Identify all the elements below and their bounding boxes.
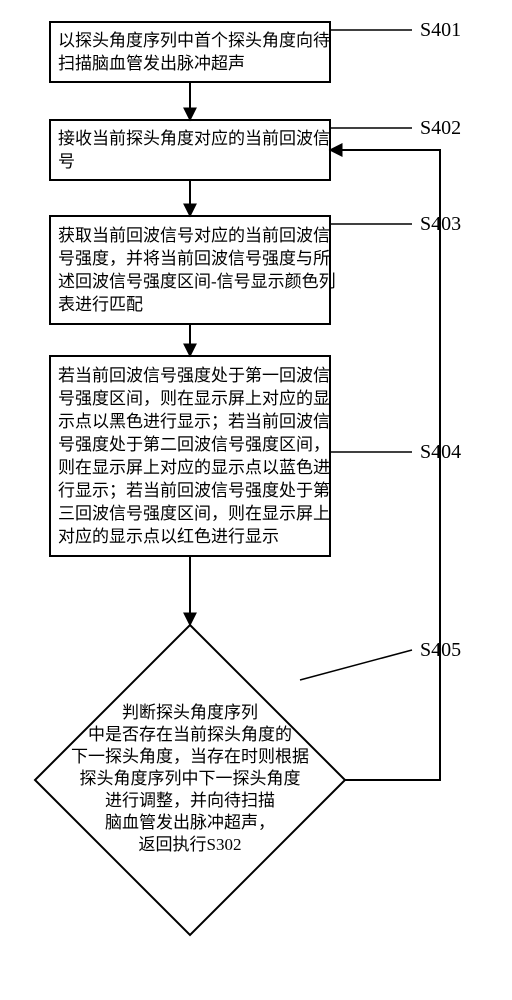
decision-text: 进行调整，并向待扫描: [105, 791, 275, 810]
box-text: 获取当前回波信号对应的当前回波信: [58, 226, 330, 245]
process-box-s404: 若当前回波信号强度处于第一回波信号强度区间，则在显示屏上对应的显示点以黑色进行显…: [50, 356, 461, 556]
process-box-s402: 接收当前探头角度对应的当前回波信号 S402: [50, 117, 461, 180]
decision-text: 判断探头角度序列: [122, 703, 258, 722]
decision-text: 返回执行S302: [139, 835, 242, 854]
box-text: 述回波信号强度区间-信号显示颜色列: [58, 272, 336, 291]
box-text: 三回波信号强度区间，则在显示屏上: [58, 504, 330, 523]
decision-text: 探头角度序列中下一探头角度: [80, 769, 301, 788]
box-text: 示点以黑色进行显示；若当前回波信: [58, 412, 330, 431]
box-text: 号强度，并将当前回波信号强度与所: [58, 249, 330, 268]
decision-text: 下一探头角度，当存在时则根据: [71, 747, 309, 766]
step-label: S401: [420, 19, 461, 41]
box-text: 行显示；若当前回波信号强度处于第: [58, 481, 330, 500]
step-label: S402: [420, 117, 461, 139]
process-box-s403: 获取当前回波信号对应的当前回波信号强度，并将当前回波信号强度与所述回波信号强度区…: [50, 213, 461, 324]
box-text: 号强度区间，则在显示屏上对应的显: [58, 389, 330, 408]
box-text: 号: [58, 152, 75, 171]
process-box-s401: 以探头角度序列中首个探头角度向待扫描脑血管发出脉冲超声 S401: [50, 19, 461, 82]
box-text: 则在显示屏上对应的显示点以蓝色进: [58, 458, 330, 477]
box-text: 对应的显示点以红色进行显示: [58, 527, 279, 546]
box-text: 以探头角度序列中首个探头角度向待: [58, 31, 330, 50]
box-text: 扫描脑血管发出脉冲超声: [58, 54, 245, 73]
decision-text: 脑血管发出脉冲超声，: [105, 813, 275, 832]
feedback-arrow: [330, 150, 440, 780]
decision-text: 中是否存在当前探头角度的: [88, 725, 292, 744]
box-text: 若当前回波信号强度处于第一回波信: [58, 366, 330, 385]
box-text: 接收当前探头角度对应的当前回波信: [58, 129, 330, 148]
box-text: 表进行匹配: [58, 295, 143, 314]
box-text: 号强度处于第二回波信号强度区间，: [58, 435, 330, 454]
